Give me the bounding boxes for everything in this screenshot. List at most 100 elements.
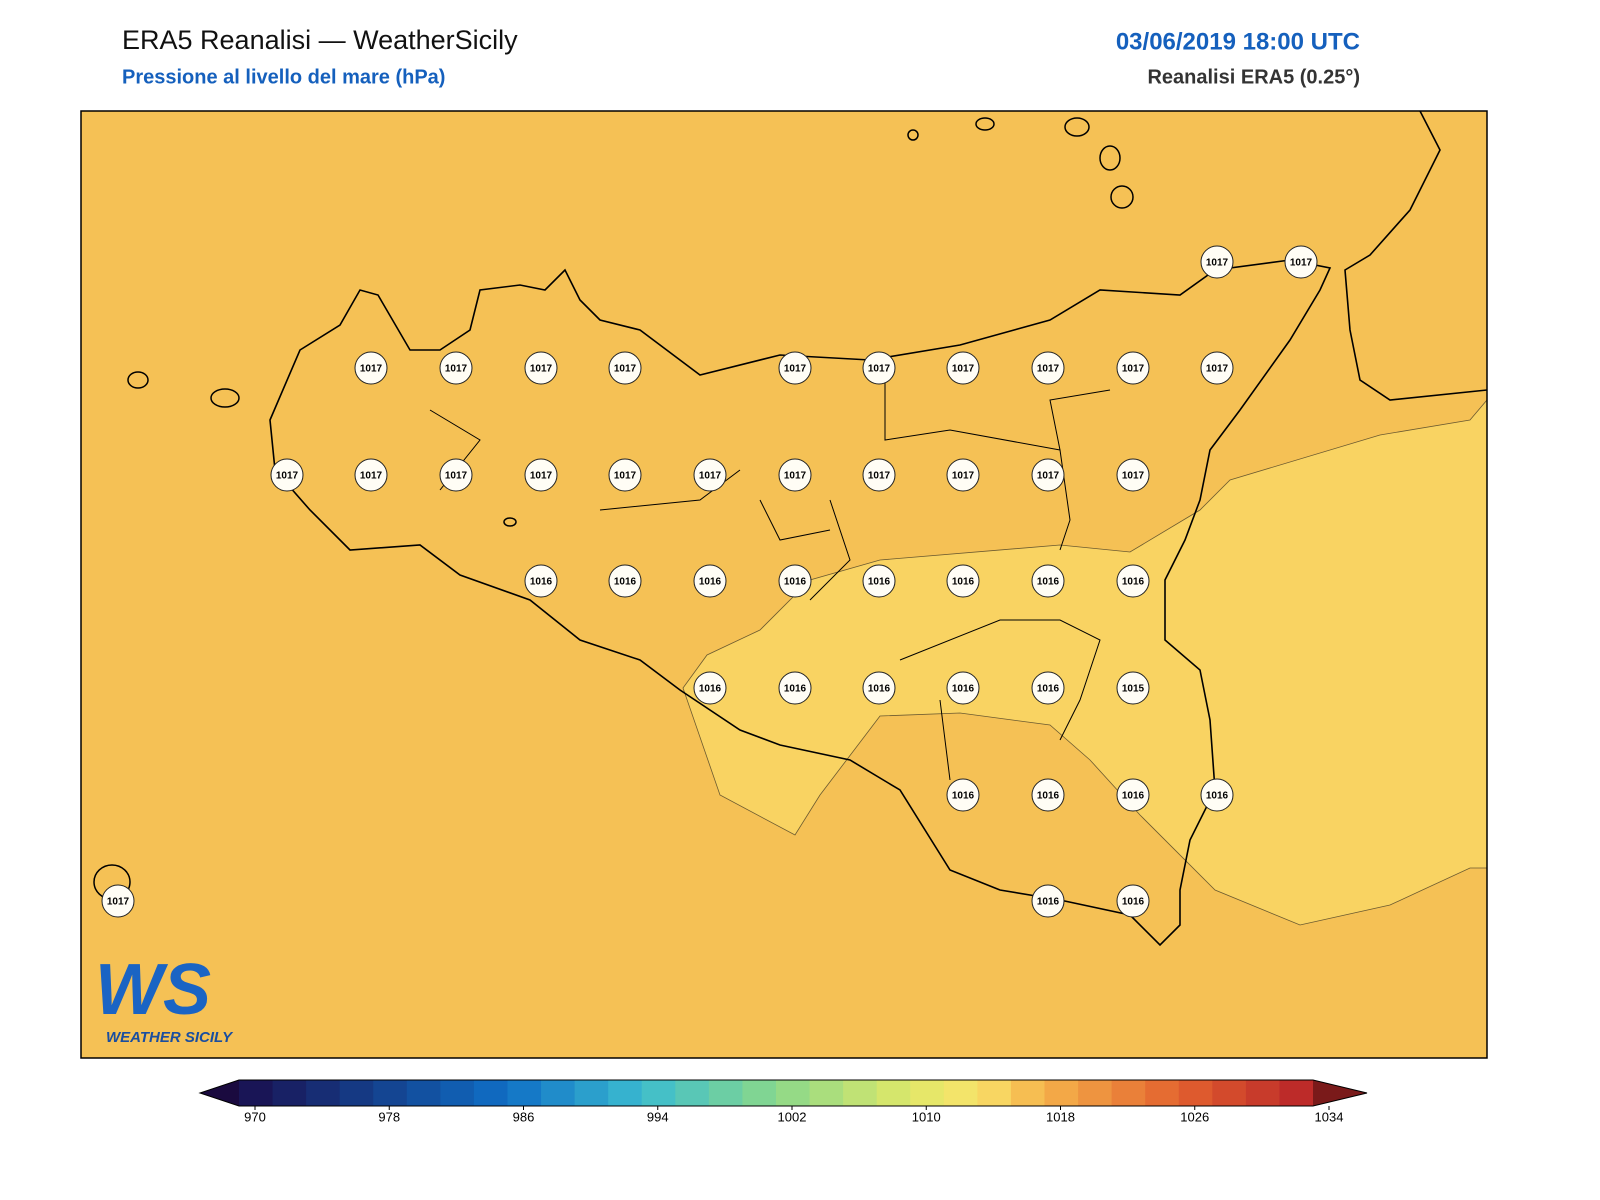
station-value: 1017 (1290, 258, 1313, 269)
station-marker (1200, 245, 1234, 279)
station-value: 1017 (868, 471, 891, 482)
colorbar-bin (507, 1080, 542, 1106)
station-marker (354, 458, 388, 492)
station-marker (1031, 458, 1065, 492)
station-value: 1017 (1037, 364, 1060, 375)
station-marker (1031, 564, 1065, 598)
colorbar-bin (1212, 1080, 1247, 1106)
station-value: 1017 (1122, 471, 1145, 482)
station-marker (524, 564, 558, 598)
colorbar-extend-high (1313, 1080, 1367, 1106)
station-value: 1016 (868, 684, 891, 695)
station-marker (862, 564, 896, 598)
colorbar-bin (1078, 1080, 1113, 1106)
colorbar-bin (943, 1080, 978, 1106)
station-marker (439, 351, 473, 385)
station-value: 1017 (784, 364, 807, 375)
colorbar-extend-low (200, 1080, 239, 1106)
subtitle: Pressione al livello del mare (hPa) (122, 66, 445, 88)
station-marker (354, 351, 388, 385)
station-value: 1016 (1037, 791, 1060, 802)
station-marker (862, 351, 896, 385)
station-value: 1016 (530, 577, 553, 588)
station-marker (608, 351, 642, 385)
station-marker (1116, 564, 1150, 598)
colorbar-bin (843, 1080, 878, 1106)
colorbar-bin (809, 1080, 844, 1106)
station-marker (862, 671, 896, 705)
station-marker (1031, 778, 1065, 812)
station-marker (439, 458, 473, 492)
colorbar-tick-label: 994 (647, 1109, 669, 1124)
colorbar-bin (1145, 1080, 1180, 1106)
coastline (269, 259, 1332, 947)
station-marker (1031, 884, 1065, 918)
colorbar-bin (776, 1080, 811, 1106)
station-marker (946, 458, 980, 492)
colorbar-bin (977, 1080, 1012, 1106)
station-marker (1116, 884, 1150, 918)
station-value: 1017 (107, 897, 130, 908)
station-value: 1017 (1122, 364, 1145, 375)
station-marker (1031, 671, 1065, 705)
station-value: 1017 (952, 364, 975, 375)
colorbar-bin (1044, 1080, 1079, 1106)
station-marker (608, 458, 642, 492)
station-marker (946, 778, 980, 812)
station-marker (946, 671, 980, 705)
colorbar-tick-label: 986 (513, 1109, 535, 1124)
station-value: 1017 (1037, 471, 1060, 482)
colorbar-bin (1010, 1080, 1045, 1106)
station-marker (1284, 245, 1318, 279)
station-value: 1016 (868, 577, 891, 588)
station-value: 1016 (1122, 897, 1145, 908)
station-marker (101, 884, 135, 918)
station-value: 1017 (784, 471, 807, 482)
map (80, 110, 1488, 1059)
station-marker (524, 351, 558, 385)
station-value: 1016 (784, 684, 807, 695)
logo-text: WEATHER SICILY (106, 1029, 234, 1046)
colorbar-bin (641, 1080, 676, 1106)
colorbar-bin (373, 1080, 408, 1106)
colorbar-bin (541, 1080, 576, 1106)
station-marker (693, 458, 727, 492)
province-borders (429, 370, 1111, 781)
station-marker (1116, 351, 1150, 385)
colorbar-tick-label: 1010 (912, 1109, 941, 1124)
station-value: 1017 (699, 471, 722, 482)
station-marker (270, 458, 304, 492)
colorbar-bin (1111, 1080, 1146, 1106)
colorbar-bin (406, 1080, 441, 1106)
station-value: 1016 (1122, 791, 1145, 802)
station-marker (862, 458, 896, 492)
colorbar-tick-label: 1026 (1180, 1109, 1209, 1124)
logo: WS WEATHER SICILY (95, 950, 234, 1046)
station-value: 1016 (699, 684, 722, 695)
station-marker (946, 564, 980, 598)
colorbar-bin (306, 1080, 341, 1106)
map-frame (80, 110, 1488, 1059)
station-value: 1017 (614, 364, 637, 375)
station-value: 1017 (530, 471, 553, 482)
colorbar-outline (198, 1079, 1368, 1107)
station-marker (778, 564, 812, 598)
station-value: 1016 (1037, 577, 1060, 588)
station-marker (608, 564, 642, 598)
station-value: 1017 (360, 364, 383, 375)
station-marker (1200, 351, 1234, 385)
colorbar-bin (272, 1080, 307, 1106)
station-marker (778, 671, 812, 705)
calabria-coast (1344, 110, 1488, 401)
logo-mark: WS (95, 950, 211, 1030)
colorbar-bin (1178, 1080, 1213, 1106)
colorbar-bin (239, 1080, 274, 1106)
stations: 1017 1017 1017 1017 1017 1017 1017 1017 1017 1017… (101, 245, 1318, 918)
station-marker (1031, 351, 1065, 385)
station-value: 1017 (445, 364, 468, 375)
station-value: 1016 (614, 577, 637, 588)
colorbar-tick-label: 970 (244, 1109, 266, 1124)
station-value: 1017 (276, 471, 299, 482)
colorbar-tick-label: 1018 (1046, 1109, 1075, 1124)
station-marker (778, 458, 812, 492)
